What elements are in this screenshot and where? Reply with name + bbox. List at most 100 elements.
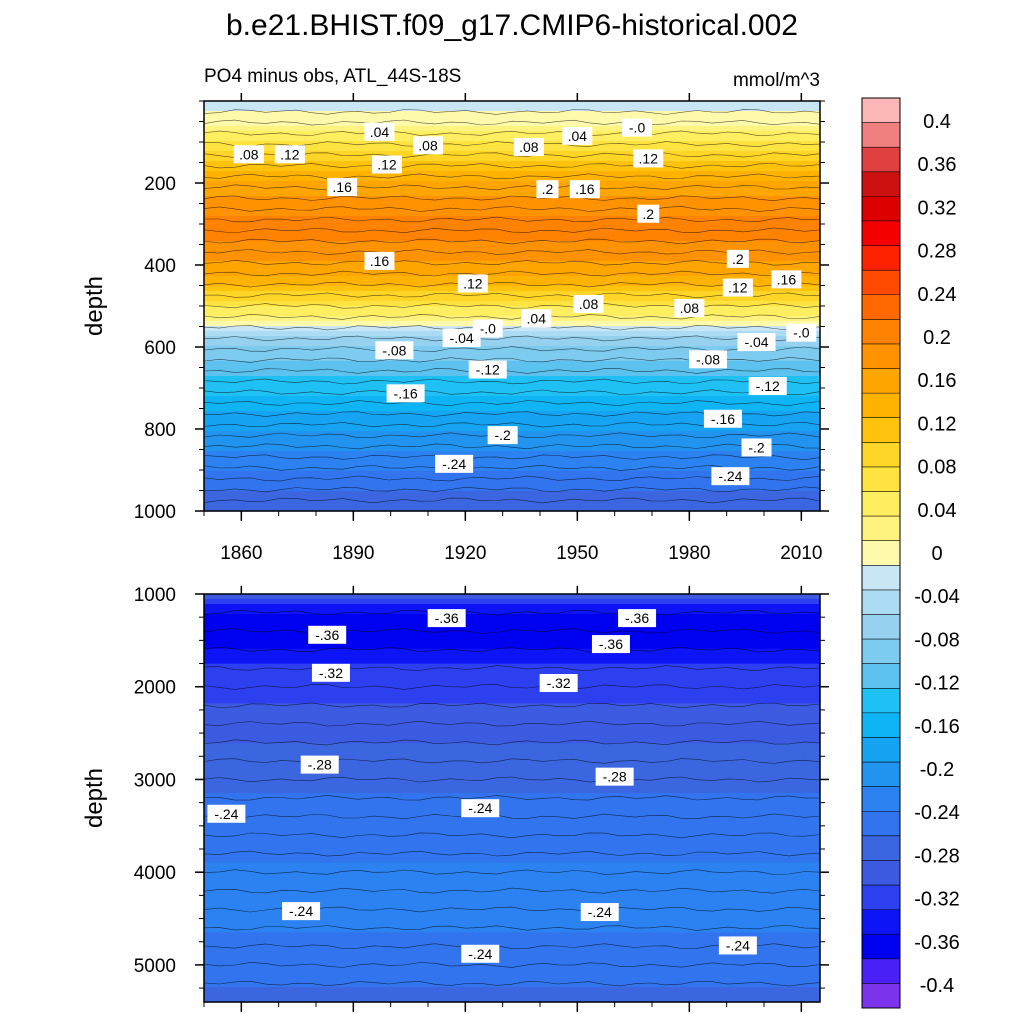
contour-label-text: .16 [332,179,352,195]
contour-band [204,386,820,392]
contour-band [204,276,820,282]
contour-band [204,827,820,834]
contour-line [203,925,821,931]
contour-label-box [308,625,347,644]
contour-label: -.36 [618,609,657,628]
colorbar-label: -0.24 [914,802,960,824]
contour-band [204,406,820,412]
colorbar-swatch [862,319,900,345]
contour-label: .16 [364,251,395,270]
contour-label: .08 [513,137,544,156]
contour-band [204,261,820,267]
contour-band [204,461,820,467]
contour-band [204,111,820,117]
colorbar-label: -0.12 [914,673,960,695]
contour-band [204,688,820,695]
contour-label-text: -.24 [718,468,742,484]
contour-label: .12 [633,149,664,168]
colorbar-swatch [862,639,900,665]
contour-band [204,788,820,794]
contour-band [204,366,820,372]
contour-band [204,972,820,978]
contour-label-box [591,635,630,654]
contour-band [204,476,820,482]
contour-band [204,937,820,943]
contour-band [204,698,820,705]
contour-label: .08 [233,145,264,164]
contour-band [204,316,820,322]
contour-band [204,877,820,884]
contour-band [204,807,820,814]
colorbar: 0.4 0.36 0.32 0.28 0.24 0.2 0.16 0.12 0.08 0.04 0 -… [861,97,960,1009]
colorbar-swatch [862,983,900,1009]
contour-line [203,665,821,671]
colorbar-swatch [862,270,900,296]
contour-band [204,977,820,983]
contour-band [204,917,820,923]
colorbar-swatch [862,491,900,517]
contour-label-text: -.24 [442,456,466,472]
contour-band [204,321,820,327]
contour-band [204,236,820,242]
contour-band [204,291,820,297]
contour-band [204,306,820,312]
contour-band [204,798,820,804]
contour-band [204,371,820,377]
contour-label: -.16 [703,409,742,428]
colorbar-label: -0.04 [914,586,960,608]
contour-band [204,176,820,182]
contour-label-text: .2 [542,181,554,197]
left-subtitle: PO4 minus obs, ATL_44S-18S [204,66,461,87]
contour-label-text: .12 [639,150,659,166]
lower-panel: 10002000300040005000depth-.36-.36-.36-.3… [81,585,829,1012]
contour-label: .04 [364,122,395,141]
contour-label-box [427,609,466,628]
contour-band [204,451,820,457]
contour-label-box [274,145,305,164]
colorbar-swatch [862,786,900,812]
contour-band [204,151,820,157]
contour-band [204,346,820,352]
contour-band [204,778,820,784]
y-tick-label: 600 [144,338,176,359]
contour-label-box [457,274,488,293]
contour-band [204,221,820,227]
contour-band [204,633,820,640]
contour-label-box [435,454,474,473]
y-tick-label: 200 [144,174,176,195]
contour-band [204,817,820,824]
contour-band [204,231,820,237]
contour-band [204,992,820,998]
contour-line [203,119,821,126]
colorbar-swatch [862,565,900,591]
contour-band [204,271,820,277]
contour-label-text: -.36 [599,636,623,652]
contour-band [204,598,820,605]
contour-label-box [580,903,619,922]
x-tick-label: 1950 [556,543,598,564]
contour-line [203,173,821,180]
contour-label-text: -.0 [793,325,810,341]
contour-band [204,718,820,724]
colorbar-swatch [862,860,900,886]
contour-line [203,628,821,634]
contour-band [204,336,820,342]
contour-band [204,501,820,507]
contour-label-box [539,674,578,693]
contour-label-text: -.16 [394,385,418,401]
contour-line [203,335,821,342]
contour-band [204,693,820,700]
contour-band [204,733,820,739]
colorbar-swatch [862,122,900,148]
contour-line [203,227,821,234]
colorbar-swatch [862,909,900,935]
contour-band [204,326,820,332]
contour-label: .2 [726,249,749,268]
contour-label: .04 [562,126,593,145]
contour-line [204,216,821,223]
contour-label-text: -.36 [315,627,339,643]
contour-band [204,723,820,729]
contour-label: .12 [371,155,402,174]
contour-label-text: -.36 [435,610,459,626]
contour-label-box [300,755,339,774]
